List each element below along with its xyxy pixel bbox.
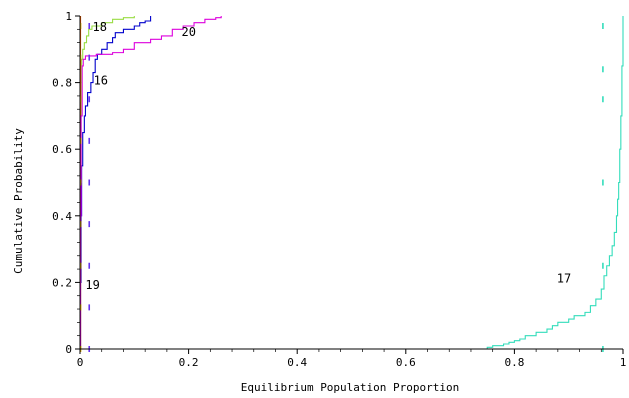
x-axis-title: Equilibrium Population Proportion: [241, 381, 460, 394]
axes: 0 0.2 0.4 0.6 0.8 1 0 0.2 0.4 0.6 0.8 1: [52, 10, 626, 369]
y-tick-label: 0: [65, 343, 72, 356]
curve-label-17: 17: [557, 271, 571, 285]
y-tick-label: 1: [65, 10, 72, 23]
x-tick-label: 0.2: [179, 356, 199, 369]
x-tick-label: 0.6: [396, 356, 416, 369]
series-line-16: [79, 16, 152, 350]
curve-label-16: 16: [94, 73, 108, 87]
x-tick-label: 0.8: [504, 356, 524, 369]
series-line-18: [79, 16, 135, 350]
y-tick-label: 0.4: [52, 210, 72, 223]
curve-label-18: 18: [92, 20, 106, 34]
reference-markers: [79, 22, 604, 352]
x-tick-label: 0.4: [287, 356, 307, 369]
curve-labels: 16 18 19 20 17: [85, 20, 571, 292]
y-tick-label: 0.8: [52, 77, 72, 90]
series-line-20: [79, 16, 222, 350]
y-tick-label: 0.2: [52, 276, 72, 289]
x-tick-label: 0: [77, 356, 84, 369]
x-tick-label: 1: [620, 356, 627, 369]
plot-area: [79, 16, 624, 350]
y-axis-title: Cumulative Probability: [12, 128, 25, 274]
series-line-17: [481, 16, 624, 350]
curve-label-20: 20: [182, 25, 196, 39]
curve-label-19: 19: [85, 278, 99, 292]
y-tick-label: 0.6: [52, 143, 72, 156]
